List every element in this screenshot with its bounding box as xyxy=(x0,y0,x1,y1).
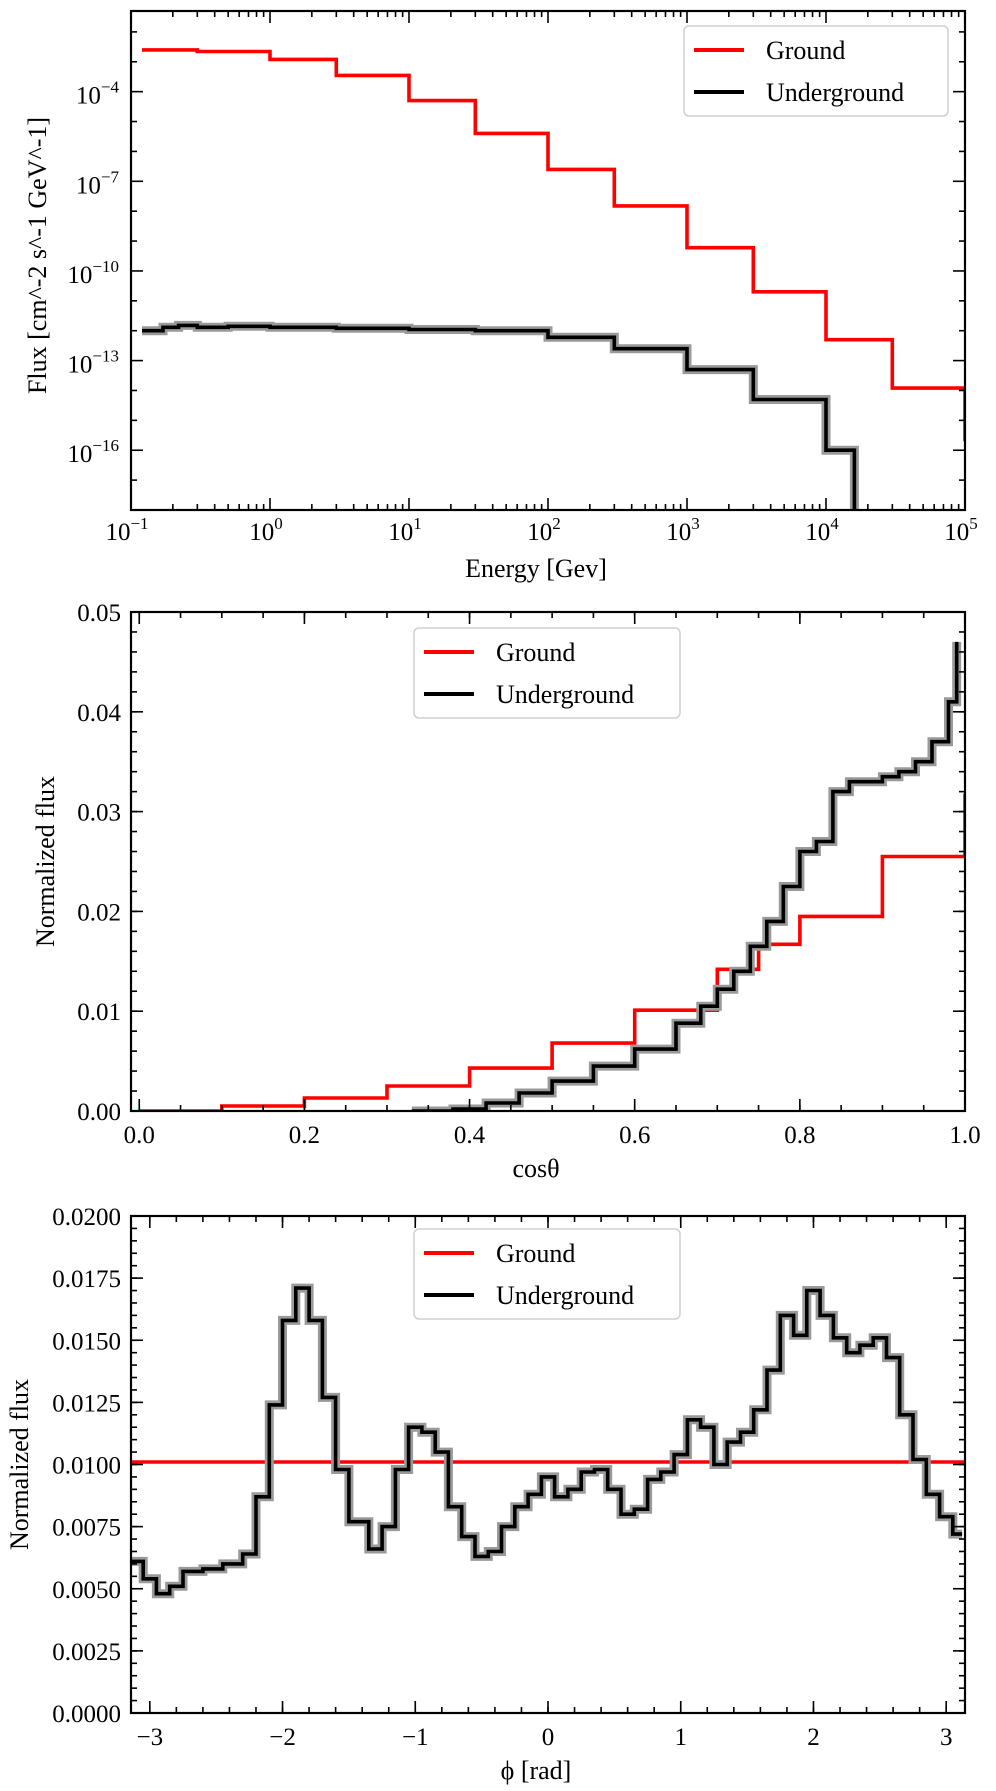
legend-2: Ground Underground xyxy=(413,1228,681,1320)
y-tick-label: 10−13 xyxy=(67,347,119,379)
y-axis-label: Normalized flux xyxy=(31,776,60,947)
cos-theta-chart: 0.0 0.2 0.4 0.6 0.8 1.0 0.00 0.01 0.02 0.03 0.04 0.… xyxy=(31,600,981,1183)
legend-label: Underground xyxy=(496,1281,634,1310)
legend-label: Underground xyxy=(766,78,904,107)
y-tick-label: 0.0125 xyxy=(52,1390,121,1417)
underground-error-band-0 xyxy=(142,320,859,510)
legend-label: Ground xyxy=(766,36,845,65)
y-tick-label: 0.03 xyxy=(77,800,121,827)
x-axis-label: ϕ [rad] xyxy=(501,1756,572,1785)
underground-series-line-0 xyxy=(142,323,857,510)
y-tick-label: 0.01 xyxy=(77,999,121,1026)
x-tick-label: 0.6 xyxy=(619,1122,650,1149)
x-tick-label: 1.0 xyxy=(949,1122,980,1149)
y-tick-label: 0.0100 xyxy=(52,1453,121,1480)
x-tick-label: 2 xyxy=(807,1724,820,1751)
y-tick-label: 0.0000 xyxy=(52,1701,121,1728)
legend-label: Ground xyxy=(496,638,575,667)
legend-1: Ground Underground xyxy=(413,627,681,719)
x-axis-label: cosθ xyxy=(512,1154,559,1183)
ground-series-line-1 xyxy=(139,793,965,1111)
x-tick-label: −3 xyxy=(136,1724,163,1751)
phi-chart: −3 −2 −1 0 1 2 3 0.0000 0.0025 0.0050 0.0075 0.0100… xyxy=(5,1204,967,1785)
y-tick-label: 0.02 xyxy=(77,899,121,926)
x-tick-label: 0.0 xyxy=(124,1122,155,1149)
underground-series-line-2 xyxy=(131,1286,963,1596)
y-tick-label: 0.04 xyxy=(77,700,121,727)
x-tick-label: 0 xyxy=(542,1724,555,1751)
y-tick-label: 0.0025 xyxy=(52,1639,121,1666)
y-axis-label: Flux [cm^-2 s^-1 GeV^-1] xyxy=(23,117,52,394)
x-tick-label: 10−1 xyxy=(105,514,148,546)
y-tick-label: 10−4 xyxy=(76,78,120,110)
x-tick-label: −2 xyxy=(269,1724,296,1751)
y-tick-label: 10−16 xyxy=(67,436,119,468)
x-tick-label: 1 xyxy=(674,1724,687,1751)
plot-frame-1 xyxy=(129,610,967,1113)
y-tick-label: 0.0150 xyxy=(52,1328,121,1355)
x-tick-label: 0.8 xyxy=(784,1122,815,1149)
x-tick-label: −1 xyxy=(402,1724,429,1751)
x-tick-label: 105 xyxy=(944,514,978,546)
y-tick-label: 10−7 xyxy=(76,167,120,199)
y-tick-label: 0.0175 xyxy=(52,1266,121,1293)
x-tick-label: 100 xyxy=(249,514,283,546)
y-tick-label: 10−10 xyxy=(67,257,119,289)
y-tick-label: 0.0200 xyxy=(52,1204,121,1231)
x-tick-label: 104 xyxy=(805,514,839,546)
underground-series-line-1 xyxy=(411,641,959,1111)
x-axis-label: Energy [Gev] xyxy=(465,554,607,583)
x-tick-label: 101 xyxy=(388,514,422,546)
ground-series-line-0 xyxy=(142,48,965,442)
x-tick-label: 102 xyxy=(527,514,561,546)
energy-flux-chart: 10−1 100 101 102 103 104 105 10−16 10−13 10−10 10−… xyxy=(23,9,978,583)
x-tick-label: 0.2 xyxy=(289,1122,320,1149)
legend-label: Underground xyxy=(496,680,634,709)
x-tick-label: 3 xyxy=(940,1724,953,1751)
y-tick-label: 0.05 xyxy=(77,600,121,627)
y-tick-label: 0.00 xyxy=(77,1099,121,1126)
legend-label: Ground xyxy=(496,1239,575,1268)
x-tick-label: 103 xyxy=(666,514,700,546)
y-tick-label: 0.0075 xyxy=(52,1515,121,1542)
y-tick-label: 0.0050 xyxy=(52,1577,121,1604)
y-axis-label: Normalized flux xyxy=(5,1379,34,1550)
x-tick-label: 0.4 xyxy=(454,1122,486,1149)
legend-0: Ground Underground xyxy=(683,25,949,117)
